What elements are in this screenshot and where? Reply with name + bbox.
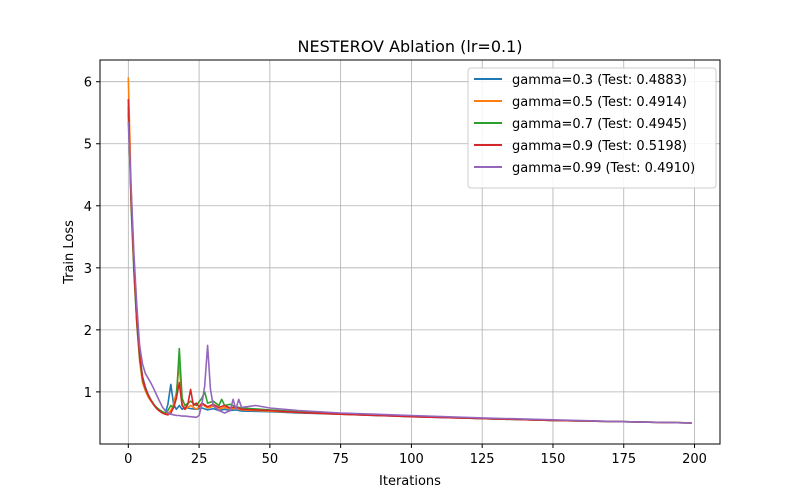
plot-frame	[99, 59, 721, 445]
x-tick-label: 0	[124, 452, 132, 467]
y-axis: 1 2 3 4 5 6	[84, 76, 100, 401]
x-tick-label: 25	[191, 452, 208, 467]
chart-title: NESTEROV Ablation (lr=0.1)	[297, 37, 522, 56]
legend-label: gamma=0.9 (Test: 0.5198)	[512, 139, 687, 154]
legend-label: gamma=0.99 (Test: 0.4910)	[512, 161, 695, 176]
y-tick-label: 5	[84, 138, 92, 153]
y-tick-label: 1	[84, 386, 92, 401]
x-tick-label: 150	[541, 452, 566, 467]
x-axis-title: Iterations	[379, 474, 441, 489]
x-tick-label: 125	[470, 452, 495, 467]
legend-label: gamma=0.5 (Test: 0.4914)	[512, 95, 687, 110]
series-layer	[127, 77, 692, 424]
y-tick-label: 6	[84, 76, 92, 91]
x-tick-label: 50	[262, 452, 279, 467]
legend: gamma=0.3 (Test: 0.4883) gamma=0.5 (Test:…	[467, 67, 717, 189]
y-axis-title: Train Loss	[62, 220, 77, 285]
series-line-4	[127, 99, 692, 424]
y-tick-label: 3	[84, 262, 92, 277]
x-axis: 0 25 50 75 100 125 150 175 200	[124, 444, 707, 467]
series-line-5	[127, 121, 692, 424]
legend-box	[467, 67, 717, 189]
x-tick-label: 75	[332, 452, 349, 467]
y-tick-label: 2	[84, 324, 92, 339]
x-tick-label: 200	[682, 452, 707, 467]
legend-label: gamma=0.3 (Test: 0.4883)	[512, 73, 687, 88]
y-tick-label: 4	[84, 200, 92, 215]
legend-label: gamma=0.7 (Test: 0.4945)	[512, 117, 687, 132]
x-tick-label: 175	[611, 452, 636, 467]
x-tick-label: 100	[399, 452, 424, 467]
